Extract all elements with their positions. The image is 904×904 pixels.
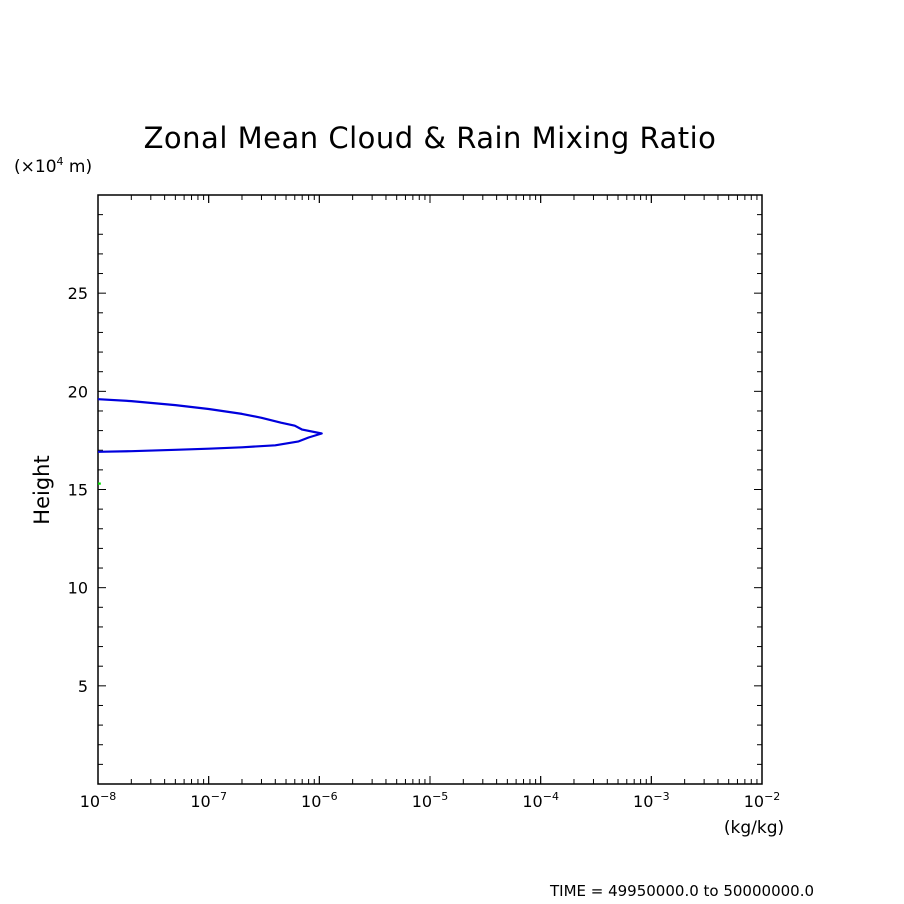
y-axis-label: Height xyxy=(30,455,54,524)
series-line-1 xyxy=(97,398,323,453)
x-tick-label: 10−2 xyxy=(744,790,781,811)
y-tick-label: 20 xyxy=(68,382,88,401)
x-tick-label: 10−4 xyxy=(522,790,559,811)
y-units-label: (×104 m) xyxy=(14,155,92,177)
x-tick-label: 10−8 xyxy=(80,790,117,811)
time-range-label: TIME = 49950000.0 to 50000000.0 xyxy=(549,882,814,900)
y-tick-label: 5 xyxy=(78,677,88,696)
plot-area: 10−8 10−7 10−6 10−5 10−4 10−3 10−2 5 10 15 20 25 xyxy=(68,194,781,811)
x-tick-label: 10−5 xyxy=(412,790,449,811)
chart-title: Zonal Mean Cloud & Rain Mixing Ratio xyxy=(144,121,717,155)
plot-frame xyxy=(97,194,763,785)
x-tick-label: 10−3 xyxy=(633,790,670,811)
x-tick-label: 10−7 xyxy=(190,790,227,811)
y-tick-label: 25 xyxy=(68,284,88,303)
x-units-label: (kg/kg) xyxy=(724,818,784,838)
y-tick-label: 15 xyxy=(68,481,88,500)
x-tick-label: 10−6 xyxy=(301,790,338,811)
y-tick-label: 10 xyxy=(68,579,88,598)
